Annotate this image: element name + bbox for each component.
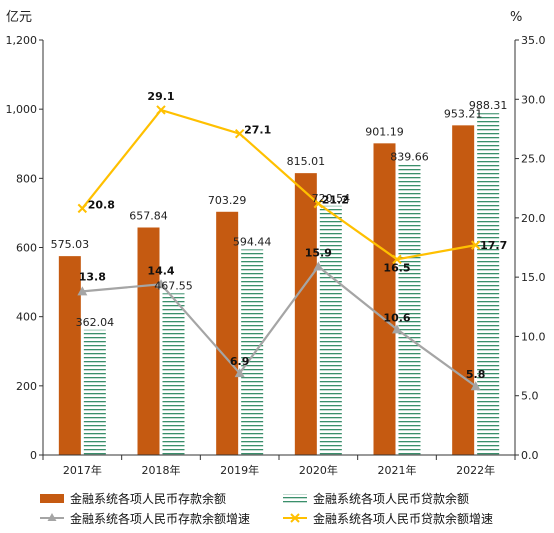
loan-bar-label: 467.55 xyxy=(154,279,193,292)
loan-bar xyxy=(477,113,500,455)
legend-swatch-deposit xyxy=(40,494,64,503)
loan-bar xyxy=(162,293,185,455)
deposit-bar xyxy=(373,143,396,456)
deposit-bar-label: 953.21 xyxy=(444,107,483,120)
loan-growth-marker xyxy=(392,254,402,265)
x-tick-label: 2018年 xyxy=(142,463,181,477)
left-tick-label: 400 xyxy=(16,311,37,324)
loan-growth-marker xyxy=(470,240,481,250)
right-tick-label: 5.0 xyxy=(521,390,539,403)
x-tick-label: 2017年 xyxy=(63,463,102,477)
x-axis: 2017年 2018年 2019年 2020年 2021年 2022年 xyxy=(42,454,516,477)
legend-marker-x xyxy=(290,513,300,523)
loan-bar xyxy=(319,205,342,455)
loan-growth-marker xyxy=(234,128,245,139)
data-labels: 575.03 657.84 703.29 815.01 901.19 953.21 362.… xyxy=(51,90,508,381)
loan-growth-label: 17.7 xyxy=(480,239,507,252)
right-tick-label: 25.0 xyxy=(521,153,546,166)
legend-label-loan: 金融系统各项人民币贷款余额 xyxy=(313,491,469,506)
loan-growth-label: 20.8 xyxy=(88,198,115,211)
loan-growth-label: 16.5 xyxy=(383,261,410,274)
right-tick-label: 0.0 xyxy=(521,449,539,462)
right-axis: 0.0 5.0 10.0 15.0 20.0 25.0 30.0 35.0 xyxy=(514,34,546,462)
deposit-bar-label: 901.19 xyxy=(365,125,404,138)
loan-bar-label: 594.44 xyxy=(233,235,272,248)
deposit-growth-label: 14.4 xyxy=(147,264,174,277)
x-tick-label: 2020年 xyxy=(299,463,338,477)
deposit-bar-label: 657.84 xyxy=(129,209,168,222)
right-tick-label: 30.0 xyxy=(521,93,546,106)
legend-marker-triangle xyxy=(47,513,57,521)
left-tick-label: 200 xyxy=(16,380,37,393)
deposit-growth-marker xyxy=(470,381,481,391)
right-tick-label: 10.0 xyxy=(521,330,546,343)
loan-growth-line xyxy=(81,108,476,261)
deposit-growth-label: 15.9 xyxy=(305,246,332,259)
legend: 金融系统各项人民币存款余额 金融系统各项人民币贷款余额 金融系统各项人民币存款余… xyxy=(40,491,493,526)
x-tick-label: 2019年 xyxy=(220,463,259,477)
loan-growth-marker xyxy=(77,203,88,214)
right-tick-label: 35.0 xyxy=(521,34,546,47)
loan-bar-label: 988.31 xyxy=(469,99,508,112)
left-tick-label: 800 xyxy=(16,172,37,185)
loan-bar xyxy=(241,249,264,455)
loan-bar-label: 720.54 xyxy=(312,192,351,205)
left-tick-label: 600 xyxy=(16,242,37,255)
left-tick-label: 1,200 xyxy=(6,34,38,47)
loan-bar xyxy=(398,164,421,455)
x-tick-label: 2021年 xyxy=(378,463,417,477)
deposit-growth-marker xyxy=(77,286,88,296)
left-axis-unit: 亿元 xyxy=(6,10,32,25)
deposit-growth-label: 13.8 xyxy=(79,270,106,283)
deposit-growth-marker xyxy=(392,324,402,334)
deposit-bar xyxy=(452,125,475,455)
deposit-growth-label: 5.8 xyxy=(466,368,486,381)
lines xyxy=(77,105,481,391)
deposit-growth-marker xyxy=(156,279,166,289)
x-tick-label: 2022年 xyxy=(456,463,495,477)
loan-growth-marker xyxy=(313,198,324,209)
deposit-bar xyxy=(294,173,317,455)
bars xyxy=(58,113,500,456)
deposit-growth-label: 10.6 xyxy=(383,311,410,324)
deposit-growth-label: 6.9 xyxy=(230,355,250,368)
loan-growth-label: 21.2 xyxy=(322,194,349,207)
right-axis-unit: % xyxy=(510,10,522,25)
loan-growth-label: 29.1 xyxy=(147,90,174,103)
deposit-bar xyxy=(216,211,239,455)
deposit-bar-label: 815.01 xyxy=(287,155,326,168)
left-axis: 0 200 400 600 800 1,000 1,200 xyxy=(6,34,44,462)
deposit-growth-line xyxy=(82,264,477,388)
loan-growth-label: 27.1 xyxy=(244,124,271,137)
loan-bar-label: 362.04 xyxy=(76,316,115,329)
legend-swatch-loan xyxy=(283,494,307,503)
loan-bar-label: 839.66 xyxy=(390,151,429,164)
deposit-growth-marker xyxy=(234,368,245,378)
right-tick-label: 15.0 xyxy=(521,271,546,284)
deposit-bar xyxy=(58,256,81,455)
loan-growth-marker xyxy=(156,105,166,115)
left-tick-label: 0 xyxy=(30,449,37,462)
right-tick-label: 20.0 xyxy=(521,212,546,225)
legend-label-deposit: 金融系统各项人民币存款余额 xyxy=(70,491,226,506)
loan-bar xyxy=(83,329,106,455)
deposit-bar-label: 575.03 xyxy=(51,238,90,251)
legend-label-loan-growth: 金融系统各项人民币贷款余额增速 xyxy=(313,511,493,526)
deposit-bar-label: 703.29 xyxy=(208,194,247,207)
deposit-growth-marker xyxy=(313,261,324,271)
deposit-bar xyxy=(137,227,160,455)
left-tick-label: 1,000 xyxy=(6,103,38,116)
legend-label-deposit-growth: 金融系统各项人民币存款余额增速 xyxy=(70,511,250,526)
